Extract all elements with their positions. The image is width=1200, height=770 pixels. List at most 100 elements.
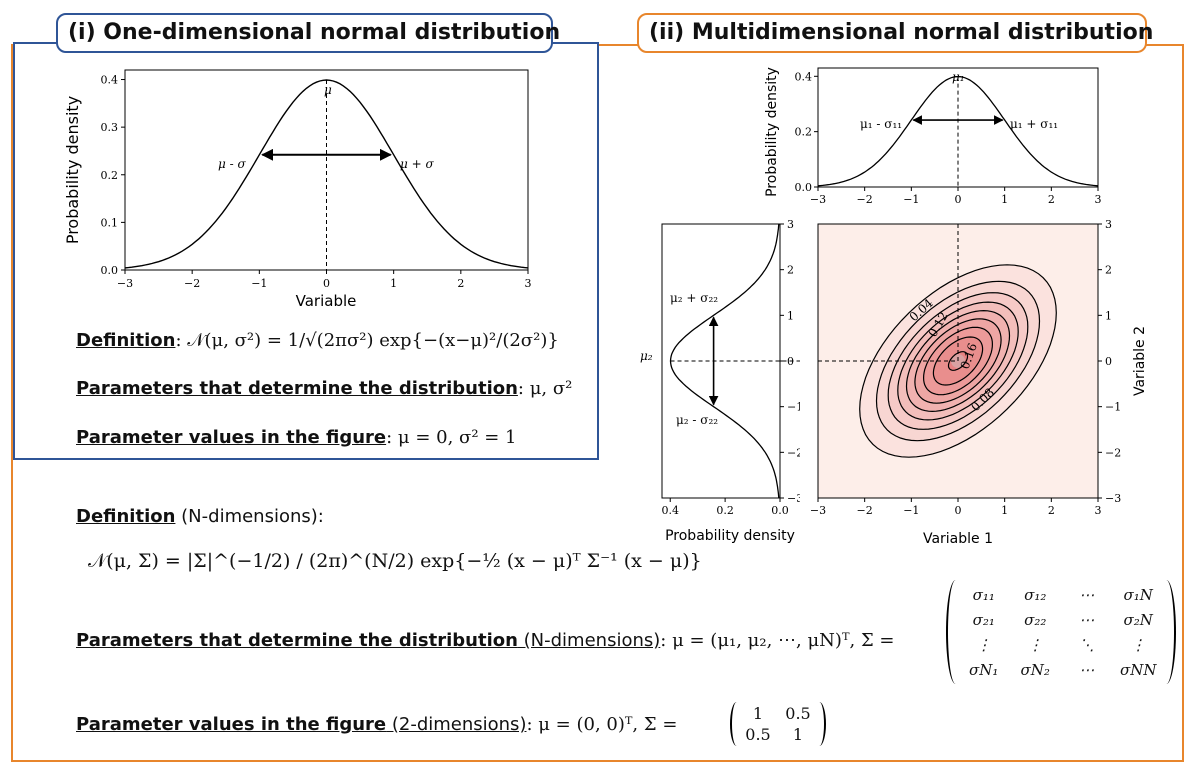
x-tick-label: 3	[1095, 193, 1102, 206]
y-tick-label: 0.1	[101, 216, 119, 229]
y-tick-label: 0.2	[101, 169, 119, 182]
matrix-cell: 1	[752, 704, 764, 723]
y-tick-label: 3	[787, 218, 794, 231]
mu1-label: μ₁	[952, 70, 965, 84]
x-tick-label: −3	[810, 504, 826, 517]
matrix-left-paren	[730, 702, 741, 746]
contour-line-0.04	[875, 280, 1041, 442]
mu1-minus-label: μ₁ - σ₁₁	[860, 117, 902, 131]
definition-label: Definition	[76, 330, 176, 351]
x-tick-label: −2	[857, 504, 873, 517]
chart-frame	[124, 69, 529, 271]
y-tick-label: −1	[1105, 401, 1121, 414]
nd-params-value: : μ = (μ₁, μ₂, ⋯, μN)ᵀ, Σ =	[660, 630, 895, 651]
matrix-cell: σNN	[1120, 660, 1157, 679]
nd-definition-suffix: (N-dimensions):	[175, 506, 324, 527]
x-tick-label: 3	[525, 277, 532, 290]
y-tick-label: 3	[1105, 218, 1112, 231]
mu-plus-sigma-label: μ + σ	[400, 157, 434, 171]
x-tick-label: −1	[903, 504, 919, 517]
matrix-right-paren	[815, 702, 826, 746]
x-tick-label: 1	[1001, 193, 1008, 206]
params-row: Parameters that determine the distributi…	[76, 378, 572, 399]
marginal-chart-variable-1: −3 −2 −1 0 1 2 3 0.0 0.2 0.4 μ₁ μ₁ - σ₁₁ μ₁ + σ₁…	[764, 67, 1102, 206]
y-tick-label: −2	[1105, 446, 1121, 459]
params-value: : μ, σ²	[517, 378, 573, 399]
x-tick-label: −3	[810, 193, 826, 206]
mu-label: μ	[324, 83, 332, 97]
x-tick-label: 0	[323, 277, 330, 290]
y-tick-label: −2	[787, 446, 800, 459]
y-tick-label: 2	[787, 264, 794, 277]
y-axis-label: Probability density	[764, 67, 780, 197]
nd-values-row: Parameter values in the figure (2-dimens…	[76, 714, 677, 735]
y-axis-label: Probability density	[63, 96, 82, 244]
matrix-entries: σ₁₁ σ₁₂ ⋯ σ₁N σ₂₁ σ₂₂ ⋯ σ₂N ⋮ ⋮ ⋱ ⋮ σN₁ σN₂ ⋯ σNN	[958, 582, 1164, 682]
y-tick-label: 0.3	[101, 121, 119, 134]
y-tick-label: 1	[1105, 309, 1112, 322]
matrix-cell: σ₁N	[1123, 585, 1153, 604]
x-tick-label: 3	[1095, 504, 1102, 517]
nd-params-label: Parameters that determine the distributi…	[76, 630, 518, 651]
matrix-cell: σ₂₂	[1024, 610, 1047, 629]
nd-params-row: Parameters that determine the distributi…	[76, 630, 894, 651]
matrix-cell: σ₂₁	[972, 610, 995, 629]
y-tick-label: 2	[1105, 264, 1112, 277]
definition-row: Definition: 𝒩(μ, σ²) = 1/√(2πσ²) exp{−(x…	[76, 330, 559, 351]
mu2-minus-label: μ₂ - σ₂₂	[676, 413, 718, 427]
values-row: Parameter values in the figure: μ = 0, σ…	[76, 427, 517, 448]
x-tick-label: 0	[955, 193, 962, 206]
matrix-cell: σN₁	[969, 660, 999, 679]
nd-definition-row: Definition (N-dimensions):	[76, 506, 324, 527]
normal-curve	[124, 79, 529, 269]
matrix-cell: ⋯	[1079, 660, 1095, 679]
matrix-cell: 0.5	[745, 725, 771, 744]
matrix-cell: ⋮	[1130, 635, 1146, 654]
matrix-cell: σ₁₂	[1024, 585, 1047, 604]
x-tick-label: 0.4	[661, 504, 679, 517]
contour-line-0.02	[859, 264, 1057, 458]
y-tick-label: 0.0	[795, 181, 813, 194]
x-tick-label: −3	[117, 277, 133, 290]
mu2-label: μ₂	[640, 349, 653, 363]
y-tick-label: 0.4	[795, 70, 813, 83]
mu-minus-sigma-label: μ - σ	[218, 157, 246, 171]
y-axis-label: Variable 2	[1132, 326, 1148, 396]
mu1-plus-label: μ₁ + σ₁₁	[1010, 117, 1058, 131]
definition-formula: : 𝒩(μ, σ²) = 1/√(2πσ²) exp{−(x−μ)²/(2σ²)…	[175, 330, 559, 351]
matrix-cell: ⋮	[976, 635, 992, 654]
y-tick-label: 0.0	[101, 264, 119, 277]
x-axis-label: Variable 1	[923, 531, 993, 547]
y-tick-label: 0.4	[101, 74, 119, 87]
x-axis-label: Probability density	[665, 528, 795, 544]
mu2-plus-label: μ₂ + σ₂₂	[670, 291, 718, 305]
matrix-entries: 1 0.5 0.5 1	[738, 703, 818, 745]
matrix-cell: 1	[792, 725, 804, 744]
matrix-cell: σN₂	[1020, 660, 1050, 679]
marginal-curve	[669, 223, 780, 499]
x-tick-label: 0	[955, 504, 962, 517]
contour-line-0.16	[932, 336, 984, 386]
nd-definition-label: Definition	[76, 506, 176, 527]
x-tick-label: 2	[1048, 504, 1055, 517]
y-tick-label: −1	[787, 401, 800, 414]
x-tick-label: −1	[251, 277, 267, 290]
matrix-right-paren	[1160, 580, 1176, 684]
values-value: : μ = 0, σ² = 1	[386, 427, 517, 448]
values-label: Parameter values in the figure	[76, 427, 387, 448]
nd-values-label: Parameter values in the figure	[76, 714, 387, 735]
matrix-left-paren	[946, 580, 962, 684]
x-tick-label: 0.0	[771, 504, 789, 517]
matrix-cell: ⋯	[1079, 585, 1095, 604]
matrix-cell: σ₁₁	[972, 585, 995, 604]
x-tick-label: 1	[390, 277, 397, 290]
x-tick-label: −2	[857, 193, 873, 206]
x-tick-label: −1	[903, 193, 919, 206]
y-tick-label: 0	[1105, 355, 1112, 368]
one-dim-chart: −3 −2 −1 0 1 2 3 0.0 0.1 0.2 0.3 0.4 μ μ - σ μ + σ…	[63, 69, 532, 310]
y-tick-label: 0.2	[795, 126, 813, 139]
y-tick-label: −3	[1105, 492, 1121, 505]
nd-definition-formula: 𝒩(μ, Σ) = |Σ|^(−1/2) / (2π)^(N/2) exp{−½…	[88, 550, 702, 572]
